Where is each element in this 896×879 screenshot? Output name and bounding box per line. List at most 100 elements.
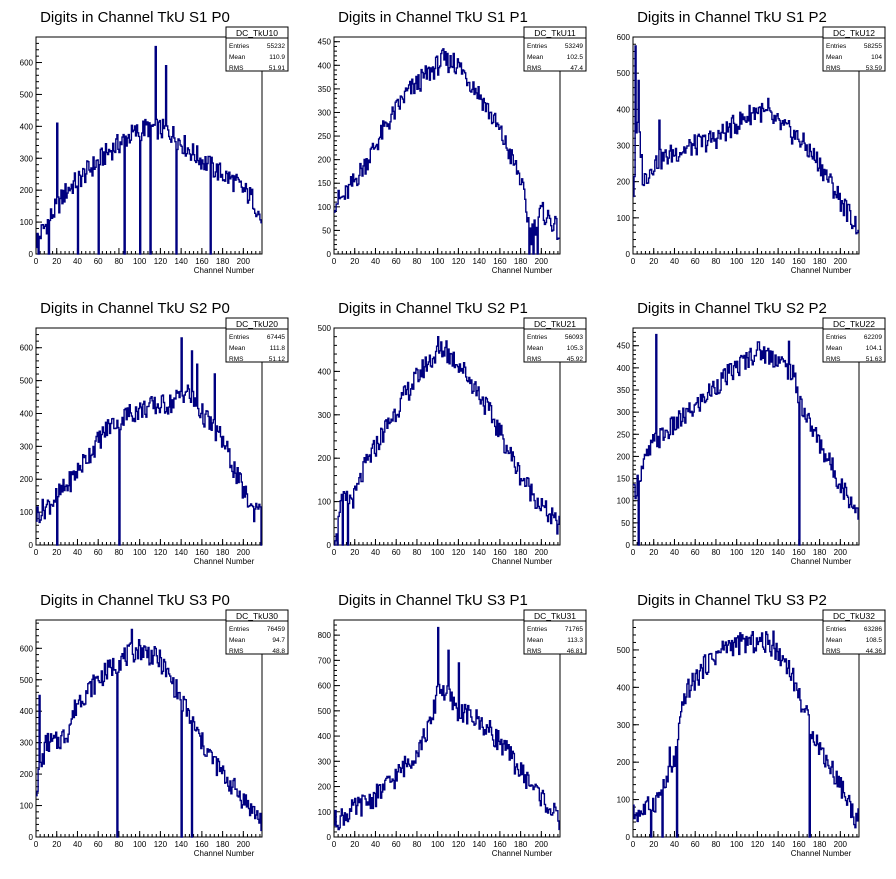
y-tick-label: 600 (617, 33, 631, 42)
x-tick-label: 180 (216, 840, 230, 849)
y-tick-label: 50 (621, 519, 630, 528)
x-tick-label: 200 (535, 257, 549, 266)
y-tick-label: 150 (318, 179, 332, 188)
stats-name: DC_TkU12 (833, 28, 875, 38)
histogram-series (334, 48, 560, 255)
x-tick-label: 120 (751, 548, 765, 557)
y-tick-label: 500 (318, 707, 332, 716)
stats-value: 76459 (267, 626, 285, 633)
y-tick-label: 200 (318, 156, 332, 165)
x-tick-label: 80 (114, 548, 123, 557)
x-tick-label: 40 (73, 840, 82, 849)
chart-title: Digits in Channel TkU S2 P1 (338, 300, 528, 317)
x-tick-label: 120 (154, 548, 168, 557)
y-tick-label: 200 (318, 783, 332, 792)
stats-key: RMS (527, 65, 542, 72)
histogram-panel-2: Digits in Channel TkU S1 P10501001502002… (318, 9, 587, 275)
histogram-series (36, 45, 262, 255)
y-tick-label: 400 (617, 105, 631, 114)
y-tick-label: 350 (617, 386, 631, 395)
stats-value: 113.3 (567, 637, 583, 644)
x-axis-label: Channel Number (492, 557, 553, 566)
y-tick-label: 500 (20, 90, 34, 99)
plot-frame (632, 327, 860, 546)
stats-key: Mean (229, 637, 246, 644)
x-tick-label: 60 (392, 840, 401, 849)
x-tick-label: 140 (174, 548, 188, 557)
x-tick-label: 0 (34, 548, 39, 557)
y-tick-label: 0 (29, 541, 34, 550)
histogram-panel-9: Digits in Channel TkU S3 P20100200300400… (617, 592, 886, 858)
y-tick-label: 100 (617, 497, 631, 506)
chart-title: Digits in Channel TkU S1 P1 (338, 9, 528, 26)
x-axis-label: Channel Number (194, 849, 255, 858)
y-tick-label: 250 (318, 132, 332, 141)
stats-key: Entries (826, 626, 847, 633)
x-tick-label: 60 (94, 257, 103, 266)
stats-value: 71765 (565, 626, 583, 633)
y-tick-label: 500 (617, 646, 631, 655)
y-tick-label: 0 (327, 833, 332, 842)
stats-box (822, 26, 886, 72)
x-tick-label: 100 (431, 548, 445, 557)
y-tick-label: 450 (617, 342, 631, 351)
plot-frame (35, 619, 263, 838)
x-tick-label: 60 (392, 548, 401, 557)
y-tick-label: 100 (318, 808, 332, 817)
x-tick-label: 200 (535, 840, 549, 849)
x-tick-label: 140 (472, 548, 486, 557)
y-tick-label: 300 (617, 142, 631, 151)
y-tick-label: 800 (318, 631, 332, 640)
stats-value: 104.1 (866, 345, 883, 352)
x-tick-label: 40 (371, 840, 380, 849)
x-tick-label: 140 (472, 257, 486, 266)
stats-name: DC_TkU21 (534, 319, 576, 329)
x-tick-label: 60 (392, 257, 401, 266)
x-tick-label: 60 (94, 840, 103, 849)
y-tick-label: 100 (617, 214, 631, 223)
histogram-series (633, 45, 859, 235)
y-tick-label: 200 (617, 758, 631, 767)
x-tick-label: 120 (751, 257, 765, 266)
x-tick-label: 140 (771, 548, 785, 557)
x-tick-label: 160 (792, 548, 806, 557)
plot-frame (333, 327, 561, 546)
x-tick-label: 60 (691, 840, 700, 849)
x-tick-label: 160 (493, 548, 507, 557)
y-tick-label: 400 (617, 683, 631, 692)
stats-box (225, 317, 289, 363)
histogram-series (334, 626, 560, 831)
y-tick-label: 100 (20, 802, 34, 811)
stats-box (523, 26, 587, 72)
x-tick-label: 120 (751, 840, 765, 849)
x-axis-label: Channel Number (194, 266, 255, 275)
x-tick-label: 180 (813, 840, 827, 849)
stats-key: RMS (527, 356, 542, 363)
stats-value: 46.81 (567, 648, 584, 655)
x-tick-label: 120 (154, 257, 168, 266)
stats-value: 51.63 (866, 356, 883, 363)
y-tick-label: 400 (318, 367, 332, 376)
stats-key: RMS (229, 65, 244, 72)
stats-value: 102.5 (567, 54, 584, 61)
stats-key: RMS (229, 356, 244, 363)
y-tick-label: 600 (20, 644, 34, 653)
x-tick-label: 140 (771, 257, 785, 266)
x-tick-label: 0 (631, 548, 636, 557)
stats-key: Entries (229, 43, 250, 50)
x-tick-label: 200 (834, 257, 848, 266)
histogram-panel-5: Digits in Channel TkU S2 P10100200300400… (318, 300, 587, 566)
x-tick-label: 20 (649, 257, 658, 266)
y-tick-label: 0 (327, 250, 332, 259)
x-tick-label: 20 (52, 548, 61, 557)
y-tick-label: 0 (29, 833, 34, 842)
y-tick-label: 700 (318, 656, 332, 665)
x-tick-label: 180 (514, 840, 528, 849)
x-tick-label: 100 (730, 257, 744, 266)
stats-value: 108.5 (866, 637, 883, 644)
stats-name: DC_TkU32 (833, 611, 875, 621)
stats-value: 56093 (565, 334, 583, 341)
y-tick-label: 300 (318, 411, 332, 420)
stats-value: 51.91 (269, 65, 286, 72)
